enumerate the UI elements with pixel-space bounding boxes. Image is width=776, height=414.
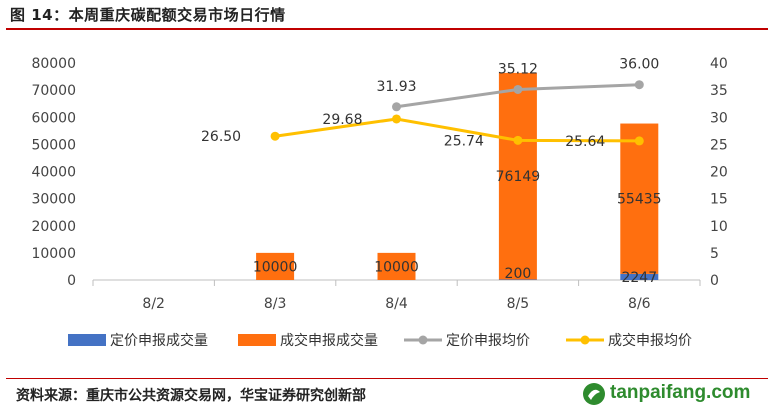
legend-fixed-price-label: 定价申报均价 xyxy=(446,333,530,349)
footer-rule xyxy=(6,378,768,379)
legend-fixed-volume-label: 定价申报成交量 xyxy=(110,332,208,349)
point-trade-price xyxy=(392,114,401,124)
x-tick-label: 8/3 xyxy=(264,296,287,312)
chart: 8/2 8/3 8/4 8/5 8/6 0 10000 20000 30000 40000 5000… xyxy=(31,56,728,349)
point-fixed-price xyxy=(513,84,523,94)
data-label-trade-price: 25.74 xyxy=(444,133,484,149)
y-right-tick-label: 0 xyxy=(710,273,719,289)
legend-trade-volume-swatch xyxy=(238,334,276,346)
y-left-tick-label: 40000 xyxy=(31,165,76,181)
point-fixed-price xyxy=(392,102,401,112)
data-label-trade-price: 29.68 xyxy=(322,112,362,128)
bar-fixed-volume xyxy=(498,279,537,280)
point-trade-price xyxy=(270,131,280,141)
y-left-tick-label: 20000 xyxy=(31,219,76,235)
legend-fixed-volume-swatch xyxy=(68,334,106,346)
data-label-trade-price: 25.64 xyxy=(565,134,605,150)
bar-trade-volume xyxy=(256,252,295,280)
legend-trade-volume-label: 成交申报成交量 xyxy=(280,332,378,349)
data-label-fixed-price: 36.00 xyxy=(619,57,659,73)
y-left-tick-label: 50000 xyxy=(31,137,76,153)
data-label-fixed-volume: 2247 xyxy=(621,270,657,286)
y-left-tick-label: 10000 xyxy=(31,246,76,262)
legend-trade-price-label: 成交申报均价 xyxy=(608,332,692,349)
x-tick-label: 8/5 xyxy=(507,296,530,312)
y-right-tick-label: 40 xyxy=(710,56,728,72)
source-note: 资料来源：重庆市公共资源交易网，华宝证券研究创新部 xyxy=(16,388,366,404)
y-right-tick-label: 30 xyxy=(710,110,728,126)
y-left-tick-label: 80000 xyxy=(31,56,76,72)
y-right-tick-label: 5 xyxy=(710,246,719,262)
y-right-tick-label: 15 xyxy=(710,192,728,208)
chart-title: 图 14：本周重庆碳配额交易市场日行情 xyxy=(10,6,286,24)
y-right-tick-label: 20 xyxy=(710,165,728,181)
data-label-fixed-volume: 200 xyxy=(505,266,532,282)
bar-fixed-volume xyxy=(620,273,659,280)
data-label-trade-volume: 10000 xyxy=(374,259,419,275)
legend-trade-price-marker xyxy=(580,335,590,345)
point-trade-price xyxy=(513,135,523,145)
data-label-trade-price: 26.50 xyxy=(201,129,241,145)
logo-icon xyxy=(583,383,605,405)
y-left-tick-label: 60000 xyxy=(31,110,76,126)
logo-text: tanpaifang.com xyxy=(610,382,751,403)
logo: tanpaifang.com xyxy=(582,380,772,410)
data-label-trade-volume: 10000 xyxy=(253,259,298,275)
data-label-trade-volume: 76149 xyxy=(496,169,541,185)
bar-trade-volume xyxy=(620,123,659,274)
y-left-tick-label: 70000 xyxy=(31,83,76,99)
data-label-trade-volume: 55435 xyxy=(617,192,662,208)
data-label-fixed-price: 35.12 xyxy=(498,61,538,77)
x-tick-label: 8/4 xyxy=(385,296,408,312)
x-tick-label: 8/6 xyxy=(628,296,651,312)
bar-trade-volume xyxy=(377,252,416,280)
data-label-fixed-price: 31.93 xyxy=(376,79,416,95)
y-left-tick-label: 30000 xyxy=(31,192,76,208)
y-right-tick-label: 25 xyxy=(710,137,728,153)
point-trade-price xyxy=(634,136,644,146)
legend-fixed-price-marker xyxy=(418,335,428,345)
point-fixed-price xyxy=(634,80,644,90)
y-right-tick-label: 10 xyxy=(710,219,728,235)
y-right-tick-label: 35 xyxy=(710,83,728,99)
bar-trade-volume xyxy=(498,72,537,280)
x-tick-label: 8/2 xyxy=(142,296,165,312)
y-left-tick-label: 0 xyxy=(67,273,76,289)
title-rule xyxy=(6,28,768,30)
line-trade-price xyxy=(274,117,640,143)
